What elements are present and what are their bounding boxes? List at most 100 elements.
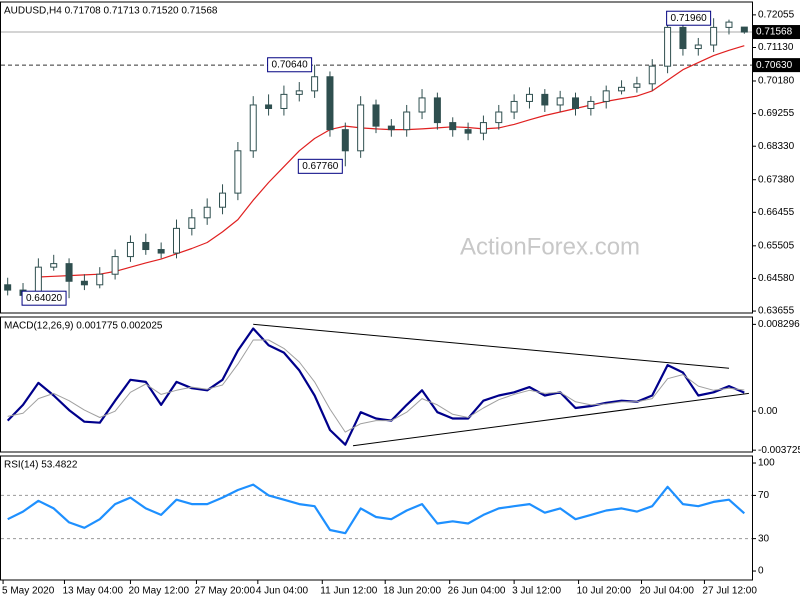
y-tick-label: 0.67380 bbox=[758, 174, 795, 185]
candle-body bbox=[157, 249, 165, 254]
y-tick-label: 0.70180 bbox=[758, 76, 795, 87]
x-tick-label: 26 Jun 04:00 bbox=[448, 586, 506, 597]
y-tick-label: 0.00 bbox=[758, 406, 778, 417]
y-tick-label: 0.71130 bbox=[758, 42, 794, 53]
panel-frame bbox=[0, 316, 753, 453]
price-label-box bbox=[753, 25, 800, 40]
panel-title: RSI(14) 53.4822 bbox=[4, 460, 78, 471]
candle-body bbox=[587, 100, 595, 109]
y-tick-label: 0.66455 bbox=[758, 207, 795, 218]
y-tick-label: 0.69255 bbox=[758, 108, 795, 119]
price-annotation: 0.71960 bbox=[671, 13, 708, 24]
candle-body bbox=[418, 97, 426, 113]
price-label: 0.71568 bbox=[756, 27, 793, 38]
y-tick-label: 0.72055 bbox=[758, 10, 795, 21]
candle-body bbox=[372, 104, 380, 127]
candle-body bbox=[341, 129, 349, 152]
panel-frame bbox=[0, 1, 753, 314]
panel-frame bbox=[0, 455, 753, 581]
y-tick-label: 70 bbox=[758, 490, 770, 501]
y-tick-label: 30 bbox=[758, 533, 770, 544]
y-tick-label: 100 bbox=[758, 458, 775, 469]
candle-body bbox=[710, 26, 718, 46]
price-annotation-box bbox=[666, 10, 712, 26]
price-annotation-box bbox=[297, 158, 343, 174]
candle-body bbox=[172, 227, 180, 254]
candle-body bbox=[479, 122, 487, 134]
x-tick-label: 27 May 20:00 bbox=[194, 586, 255, 597]
candle-body bbox=[510, 100, 518, 113]
candle-body bbox=[4, 284, 12, 291]
candle-body bbox=[602, 90, 610, 102]
price-annotation: 0.70640 bbox=[272, 59, 309, 70]
x-tick-label: 3 Jul 12:00 bbox=[512, 586, 561, 597]
x-tick-label: 27 Jul 12:00 bbox=[702, 586, 757, 597]
indicator-line bbox=[7, 339, 745, 433]
y-tick-label: -0.003725 bbox=[758, 445, 800, 456]
candle-body bbox=[249, 104, 257, 152]
candle-body bbox=[96, 273, 104, 286]
candle-body bbox=[495, 111, 503, 124]
x-tick-label: 4 Jun 04:00 bbox=[256, 586, 309, 597]
candle-body bbox=[648, 65, 656, 85]
candle-body bbox=[295, 90, 303, 95]
trendline bbox=[352, 392, 749, 447]
candle-body bbox=[65, 263, 73, 282]
candle-body bbox=[618, 86, 626, 92]
price-annotation-box bbox=[21, 290, 67, 306]
candle-body bbox=[740, 26, 748, 33]
panel-title: MACD(12,26,9) 0.001775 0.002025 bbox=[4, 321, 163, 332]
y-tick-label: 0.65505 bbox=[758, 240, 795, 251]
price-label: 0.70630 bbox=[756, 60, 793, 71]
trendline bbox=[253, 323, 730, 369]
x-tick-label: 13 May 04:00 bbox=[62, 586, 123, 597]
panel-title: AUDUSD,H4 0.71708 0.71713 0.71520 0.7156… bbox=[4, 6, 218, 17]
candle-body bbox=[449, 122, 457, 131]
candle-body bbox=[188, 217, 196, 229]
candle-body bbox=[142, 241, 150, 251]
candle-body bbox=[525, 93, 533, 102]
candle-body bbox=[679, 26, 687, 50]
candle-body bbox=[111, 256, 119, 275]
candle-body bbox=[664, 26, 672, 67]
y-tick-label: 0.008296 bbox=[758, 319, 800, 330]
y-tick-label: 0.64580 bbox=[758, 273, 795, 284]
indicator-line bbox=[6, 327, 745, 446]
candle-body bbox=[50, 263, 58, 268]
candle-body bbox=[219, 192, 227, 208]
x-tick-label: 11 Jun 12:00 bbox=[320, 586, 378, 597]
candle-body bbox=[311, 76, 319, 92]
candle-body bbox=[433, 97, 441, 124]
candle-body bbox=[326, 76, 334, 131]
candle-body bbox=[464, 129, 472, 134]
candle-body bbox=[357, 104, 365, 152]
indicator-line bbox=[7, 483, 746, 535]
candle-body bbox=[80, 280, 88, 286]
price-label-box bbox=[753, 58, 800, 73]
candle-body bbox=[280, 93, 288, 109]
x-tick-label: 20 May 12:00 bbox=[128, 586, 189, 597]
y-tick-label: 0.68330 bbox=[758, 141, 795, 152]
candle-body bbox=[265, 104, 273, 109]
price-annotation: 0.64020 bbox=[26, 293, 63, 304]
candle-body bbox=[387, 125, 395, 131]
x-tick-label: 10 Jul 20:00 bbox=[577, 586, 632, 597]
candle-body bbox=[556, 97, 564, 106]
price-annotation-box bbox=[267, 57, 313, 73]
candle-body bbox=[203, 206, 211, 219]
price-annotation: 0.67760 bbox=[302, 161, 339, 172]
candle-body bbox=[694, 44, 702, 50]
candle-body bbox=[725, 21, 733, 28]
candle-body bbox=[403, 111, 411, 131]
x-tick-label: 20 Jul 04:00 bbox=[640, 586, 695, 597]
candle-body bbox=[572, 97, 580, 109]
x-tick-label: 18 Jun 20:00 bbox=[383, 586, 441, 597]
y-tick-label: 0.63655 bbox=[758, 306, 795, 317]
x-tick-label: 5 May 2020 bbox=[2, 586, 55, 597]
candle-body bbox=[234, 150, 242, 194]
candle-body bbox=[633, 83, 641, 88]
y-tick-label: 0 bbox=[758, 566, 764, 577]
candle-body bbox=[541, 93, 549, 106]
